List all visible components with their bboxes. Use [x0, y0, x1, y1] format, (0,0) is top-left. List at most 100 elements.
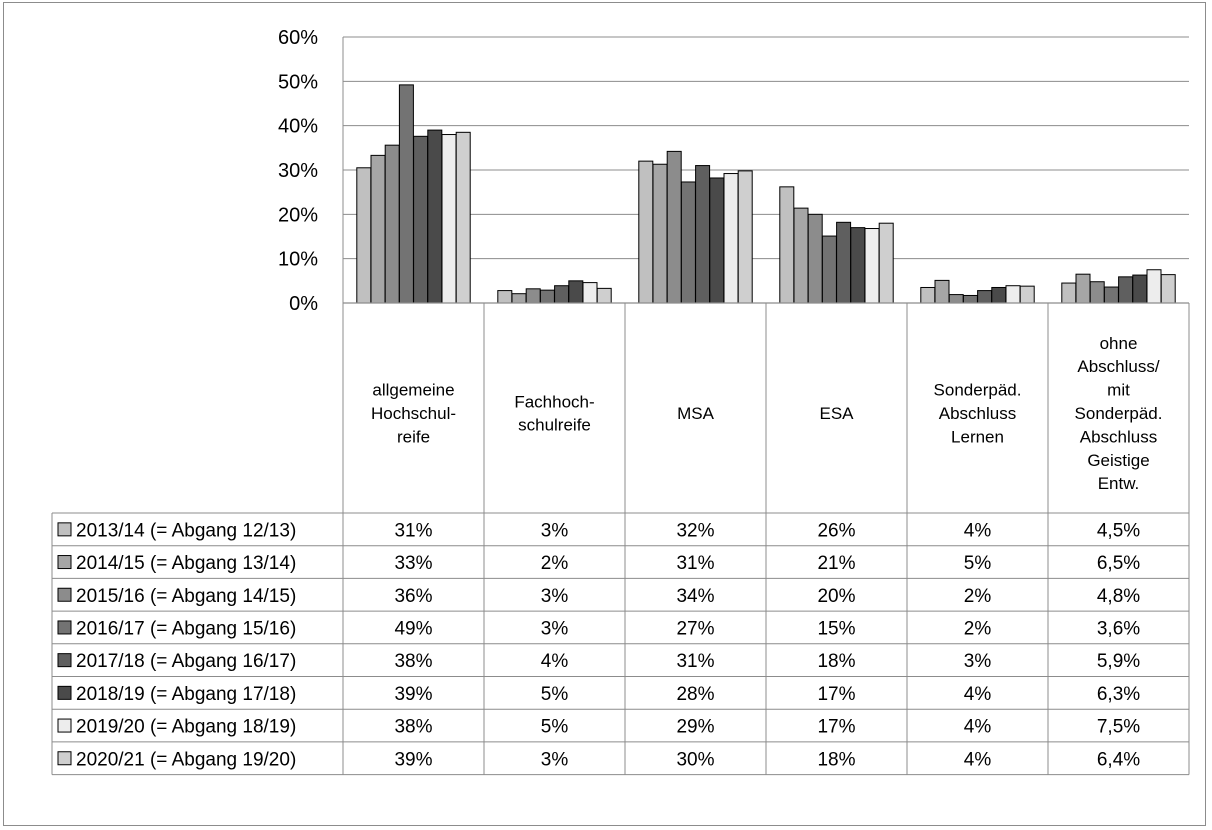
data-label: 34% [676, 586, 714, 607]
category-labels: allgemeine Hochschul-reife Fachhoch-schulr… [371, 334, 1162, 493]
legend-series-name: 2014/15 (= Abgang 13/14) [76, 553, 296, 574]
bar [836, 221, 852, 304]
data-table-grid [51, 37, 1190, 776]
data-label: 5,9% [1097, 651, 1140, 672]
category-label-line: ESA [819, 404, 854, 423]
gridlines [343, 36, 1189, 260]
bar [1061, 282, 1077, 304]
data-label: 31% [676, 651, 714, 672]
data-label: 27% [676, 618, 714, 639]
data-label: 3% [541, 586, 569, 607]
data-label: 30% [676, 749, 714, 770]
bar [737, 170, 753, 304]
data-label: 5% [964, 553, 992, 574]
bar [948, 294, 964, 304]
bar [1146, 269, 1162, 304]
bar [568, 280, 584, 304]
data-label: 3,6% [1097, 618, 1140, 639]
legend-swatch [57, 653, 72, 668]
category-label-line: reife [397, 427, 430, 446]
bar [1132, 274, 1148, 304]
legend-swatch [57, 751, 72, 766]
bar [582, 282, 598, 304]
data-label: 15% [817, 618, 855, 639]
category-label-line: Lernen [951, 427, 1004, 446]
legend-series-name: 2019/20 (= Abgang 18/19) [76, 717, 296, 738]
category-label: ohne Abschluss/mit Sonderpäd. Abschluss Geis… [1075, 334, 1163, 493]
bar [652, 163, 668, 304]
y-tick-label: 20% [278, 204, 318, 226]
bar [991, 286, 1007, 304]
bar [398, 84, 414, 304]
data-label: 29% [676, 717, 714, 738]
y-tick-label: 0% [289, 293, 318, 315]
data-label: 4% [964, 520, 992, 541]
legend-series-name: 2017/18 (= Abgang 16/17) [76, 651, 296, 672]
data-label: 4,8% [1097, 586, 1140, 607]
bar [779, 186, 795, 304]
category-label-line: Sonderpäd. [934, 381, 1022, 400]
bar [666, 150, 682, 304]
data-label: 6,3% [1097, 684, 1140, 705]
data-label: 3% [964, 651, 992, 672]
category-label-line: allgemeine [372, 381, 454, 400]
bar [723, 173, 739, 304]
data-label: 3% [541, 520, 569, 541]
bar [1160, 274, 1176, 304]
bar [554, 285, 570, 304]
data-label: 2% [541, 553, 569, 574]
legend-swatch [57, 555, 72, 570]
data-label: 33% [394, 553, 432, 574]
bar [596, 287, 612, 304]
category-label-line: Geistige [1087, 451, 1149, 470]
data-label: 3% [541, 618, 569, 639]
data-label: 17% [817, 684, 855, 705]
y-tick-label: 30% [278, 160, 318, 182]
bar [427, 129, 443, 304]
data-label: 4% [541, 651, 569, 672]
bar [539, 289, 555, 304]
data-label: 7,5% [1097, 717, 1140, 738]
data-label: 38% [394, 717, 432, 738]
category-label: Fachhoch-schulreife [514, 392, 594, 434]
data-label: 4,5% [1097, 520, 1140, 541]
bar [695, 165, 711, 304]
bar [1118, 276, 1134, 304]
bar [370, 154, 386, 304]
y-tick-label: 40% [278, 116, 318, 138]
legend-swatch [57, 522, 72, 537]
data-label: 31% [394, 520, 432, 541]
data-label: 6,4% [1097, 749, 1140, 770]
bar [864, 228, 880, 304]
bar [511, 293, 527, 304]
data-label: 3% [541, 749, 569, 770]
legend-swatch [57, 685, 72, 700]
data-label: 18% [817, 651, 855, 672]
data-label: 20% [817, 586, 855, 607]
legend-series-name: 2020/21 (= Abgang 19/20) [76, 749, 296, 770]
bar [1005, 285, 1021, 304]
bar [384, 144, 400, 304]
bar [920, 286, 936, 304]
legend-series-name: 2013/14 (= Abgang 12/13) [76, 520, 296, 541]
category-label-line: MSA [677, 404, 715, 423]
y-tick-label: 50% [278, 71, 318, 93]
category-label-line: Hochschul- [371, 404, 456, 423]
bar [356, 167, 372, 304]
bar [1019, 285, 1035, 304]
data-label: 5% [541, 717, 569, 738]
bar [1075, 273, 1091, 304]
category-label-line: Entw. [1098, 474, 1140, 493]
y-tick-label: 60% [278, 27, 318, 49]
bar [878, 222, 894, 304]
data-label: 39% [394, 684, 432, 705]
bar [709, 177, 725, 304]
data-label: 28% [676, 684, 714, 705]
data-label: 2% [964, 586, 992, 607]
data-label: 31% [676, 553, 714, 574]
data-label: 32% [676, 520, 714, 541]
data-label: 4% [964, 749, 992, 770]
bar [525, 288, 541, 304]
legend-series-name: 2015/16 (= Abgang 14/15) [76, 586, 296, 607]
bar [850, 227, 866, 304]
